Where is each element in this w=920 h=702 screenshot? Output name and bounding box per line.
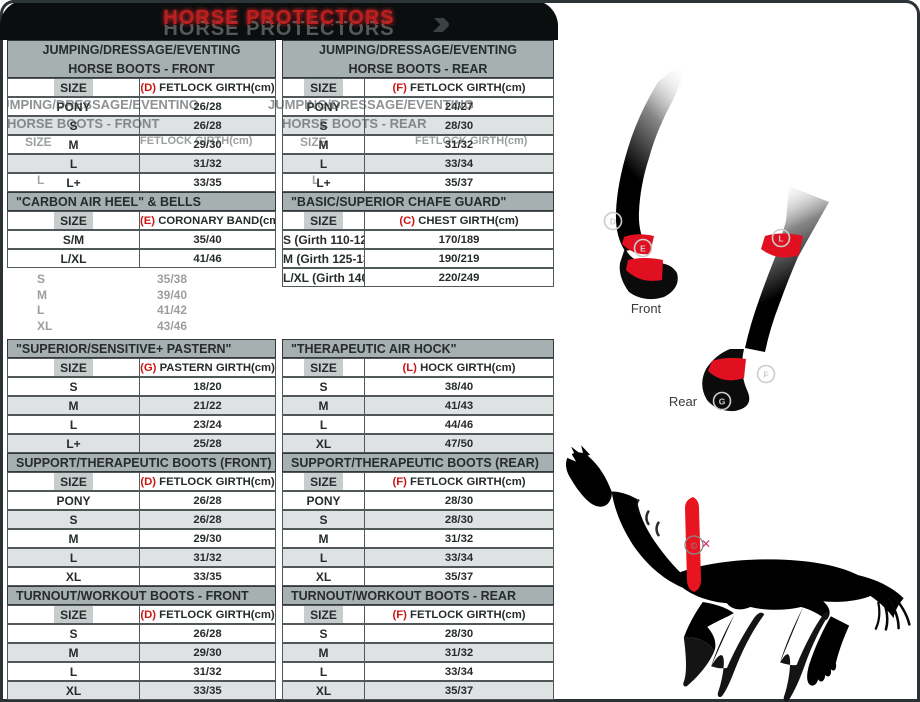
svg-text:✕: ✕ (701, 537, 711, 551)
svg-text:©: © (691, 541, 698, 551)
svg-text:L: L (778, 234, 783, 244)
svg-text:Rear: Rear (669, 394, 698, 409)
svg-text:E: E (640, 244, 646, 254)
svg-text:G: G (719, 397, 726, 407)
svg-text:F: F (763, 370, 768, 380)
svg-text:Front: Front (631, 301, 662, 316)
svg-text:D: D (610, 217, 616, 227)
